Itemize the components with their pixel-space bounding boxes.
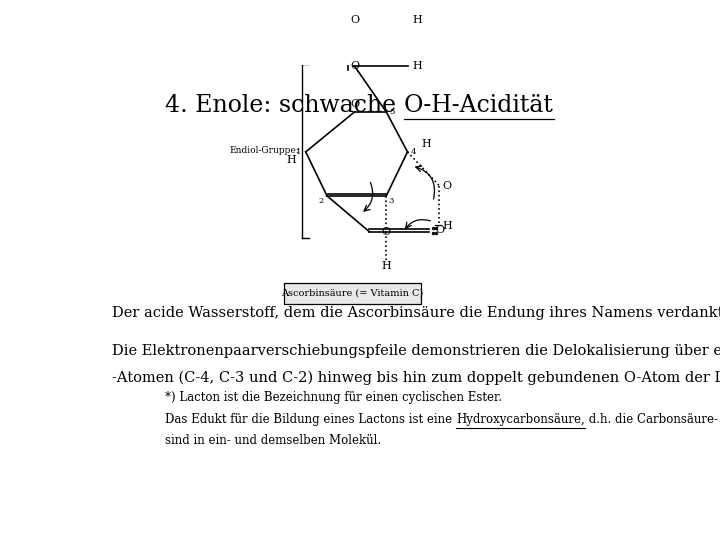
Text: sind in ein- und demselben Molekül.: sind in ein- und demselben Molekül.: [166, 435, 382, 448]
Text: Das Edukt für die Bildung eines Lactons ist eine: Das Edukt für die Bildung eines Lactons …: [166, 413, 456, 426]
Text: H: H: [412, 15, 422, 25]
Text: O: O: [350, 99, 359, 109]
Text: Ascorbinsäure (= Vitamin C): Ascorbinsäure (= Vitamin C): [281, 289, 423, 298]
Text: 2: 2: [318, 198, 323, 205]
Text: 1: 1: [296, 148, 301, 156]
Text: *) Lacton ist die Bezeichnung für einen cyclischen Ester.: *) Lacton ist die Bezeichnung für einen …: [166, 391, 503, 404]
Text: Endiol-Gruppe:: Endiol-Gruppe:: [229, 146, 299, 156]
Text: 4: 4: [411, 148, 416, 156]
Text: H: H: [443, 221, 452, 231]
Text: 3: 3: [389, 198, 394, 205]
Text: H: H: [412, 61, 422, 71]
Text: -Atomen (C-4, C-3 und C-2) hinweg bis hin zum doppelt gebundenen O-Atom der Lact: -Atomen (C-4, C-3 und C-2) hinweg bis hi…: [112, 370, 720, 385]
Text: O: O: [443, 181, 451, 191]
Text: O: O: [382, 227, 391, 237]
Text: H: H: [286, 155, 296, 165]
Text: Die Elektronenpaarverschiebungspfeile demonstrieren die Delokalisierung über ein: Die Elektronenpaarverschiebungspfeile de…: [112, 343, 720, 359]
Text: Hydroxycarbonsäure,: Hydroxycarbonsäure,: [456, 413, 585, 426]
Text: 4. Enole: schwache: 4. Enole: schwache: [166, 94, 404, 117]
Text: O-H-Acidität: O-H-Acidität: [404, 94, 554, 117]
Text: H: H: [382, 261, 391, 271]
Text: H: H: [421, 139, 431, 148]
FancyBboxPatch shape: [284, 283, 421, 304]
Text: O: O: [436, 226, 444, 235]
Text: Der acide Wasserstoff, dem die Ascorbinsäure die Endung ihres Namens verdankt, i: Der acide Wasserstoff, dem die Ascorbins…: [112, 306, 720, 320]
Text: O: O: [350, 61, 359, 71]
Text: O: O: [350, 15, 359, 25]
Text: 5: 5: [390, 108, 395, 116]
Text: d.h. die Carbonsäure- und die Alkoholfunktion: d.h. die Carbonsäure- und die Alkoholfun…: [585, 413, 720, 426]
